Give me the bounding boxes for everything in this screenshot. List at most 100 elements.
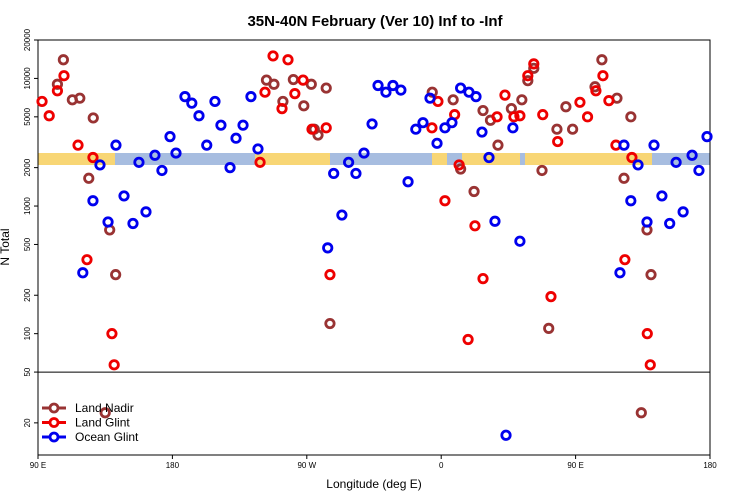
point [455,82,467,94]
point [51,85,64,97]
point [514,110,526,122]
point [508,111,520,123]
point [87,112,99,124]
y-tick-label: 2000 [23,158,32,176]
x-tick-label: 90 E [567,461,583,470]
point [322,242,334,254]
point [618,139,630,151]
point [58,70,70,82]
point [625,195,637,207]
point [447,94,459,106]
point [312,129,324,141]
point [528,58,540,70]
point [324,317,336,330]
point [252,143,264,155]
point [215,119,227,131]
y-tick-label: 200 [23,288,32,302]
point [469,220,481,232]
point [439,195,451,207]
point [632,159,644,171]
point [426,122,438,134]
point [603,95,615,107]
point [74,92,86,104]
point [614,267,626,279]
point [528,62,540,74]
point [656,190,668,202]
point [254,156,266,168]
point [305,78,317,90]
point [693,164,705,177]
point [670,156,682,168]
plot-frame [37,39,711,456]
point [619,254,631,266]
point [536,164,548,177]
y-tick-label: 5000 [23,107,32,125]
point [83,172,95,184]
point [431,137,443,149]
point [644,359,656,371]
point [343,156,355,168]
point [336,209,348,221]
point [87,151,99,164]
point [439,122,451,134]
point [590,85,602,97]
point [306,123,318,135]
point [170,147,182,159]
x-tick-label: 90 E [30,461,46,470]
point [193,110,205,122]
point [267,50,279,62]
point [551,123,563,135]
point [94,159,106,171]
point [289,88,301,100]
legend-label: Land Nadir [75,401,134,415]
point [645,269,657,281]
point [596,54,608,66]
point [282,54,294,66]
point [514,235,526,247]
point [102,216,114,228]
point [701,131,713,143]
point [387,79,399,92]
point [186,97,198,109]
point [118,190,130,202]
point [677,206,689,218]
point [476,126,488,138]
point [287,73,299,86]
point [552,135,564,148]
point [468,185,480,198]
point [477,104,489,117]
point [328,167,340,180]
point [320,82,332,94]
point [224,162,236,174]
point [201,139,213,151]
point [641,216,653,228]
x-tick-label: 180 [703,461,717,470]
point [51,78,64,90]
point [110,139,122,151]
y-tick-label: 50 [23,367,32,376]
point [297,74,309,86]
point [350,167,362,180]
point [108,359,120,371]
land-band [255,153,330,165]
point [424,92,436,104]
x-axis-label: Longitude (deg E) [326,477,421,491]
y-tick-label: 10000 [23,67,32,90]
point [324,269,336,281]
point [245,91,257,103]
point [36,95,48,108]
land-band [462,153,520,165]
point [522,70,534,82]
point [648,139,660,151]
point [149,149,161,161]
point [110,269,122,281]
point [127,217,139,230]
point [380,86,392,98]
point [268,78,280,90]
point [537,109,549,121]
point [625,111,637,123]
legend-marker [48,417,60,428]
x-tick-label: 90 W [297,461,316,470]
point [483,151,495,164]
